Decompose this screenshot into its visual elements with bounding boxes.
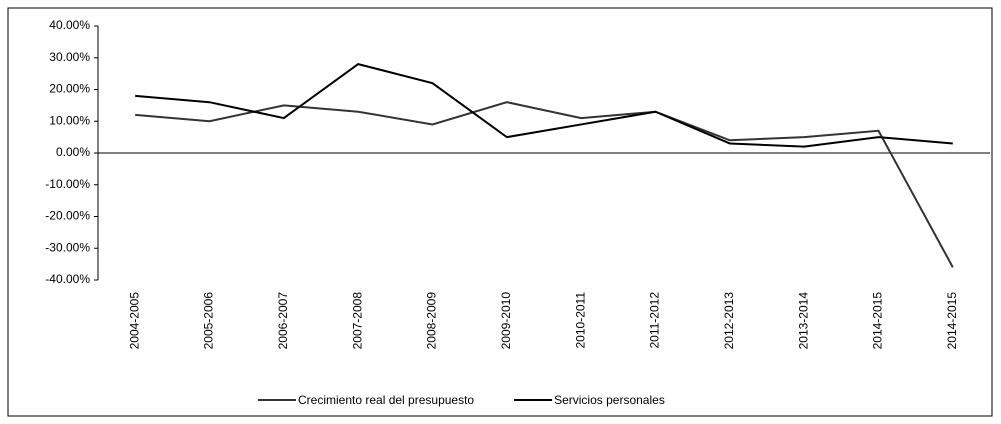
x-tick-label: 2014-2015 [945,292,959,350]
y-tick-label: 20.00% [49,82,90,96]
y-tick-label: -10.00% [45,177,90,191]
legend-label: Servicios personales [554,393,665,407]
x-tick-label: 2011-2012 [648,292,662,349]
x-tick-label: 2008-2009 [425,292,439,350]
x-tick-label: 2006-2007 [276,292,290,350]
x-tick-label: 2009-2010 [499,292,513,350]
x-tick-label: 2007-2008 [350,292,364,350]
y-tick-label: -40.00% [45,272,90,286]
x-tick-label: 2014-2015 [871,292,885,350]
x-tick-label: 2004-2005 [127,292,141,350]
x-tick-label: 2013-2014 [796,292,810,350]
x-tick-label: 2010-2011 [573,292,587,349]
series-line [135,101,954,268]
y-tick-label: 10.00% [49,113,90,127]
legend-label: Crecimiento real del presupuesto [298,393,474,407]
y-tick-label: 30.00% [49,50,90,64]
y-tick-label: -30.00% [45,240,90,254]
series-line [135,63,953,148]
y-tick-label: 0.00% [56,145,90,159]
y-tick-label: -20.00% [45,209,90,223]
chart-frame [7,7,993,417]
x-tick-label: 2012-2013 [722,292,736,350]
y-tick-label: 40.00% [49,18,90,32]
x-tick-label: 2005-2006 [202,292,216,350]
